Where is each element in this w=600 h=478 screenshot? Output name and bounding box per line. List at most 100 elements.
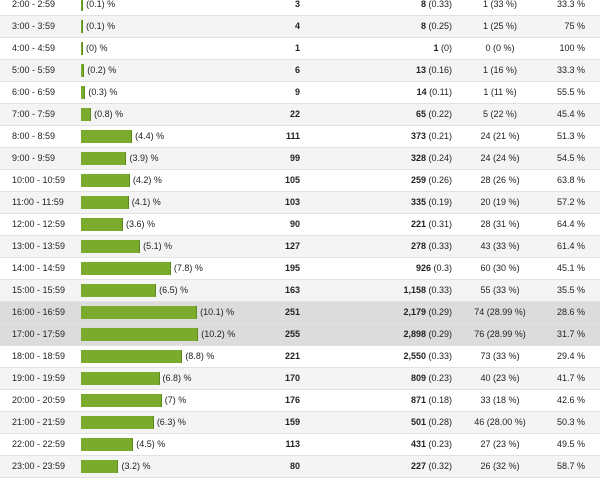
pageviews-ratio: (0.3) bbox=[430, 263, 452, 273]
share-bar bbox=[81, 42, 83, 55]
pageviews-count: 8 bbox=[420, 0, 426, 9]
share-percent: (0.1) % bbox=[86, 21, 116, 31]
share-percent: (7.8) % bbox=[173, 263, 203, 273]
share-bar bbox=[81, 196, 129, 209]
pageviews-count: 431 bbox=[410, 439, 426, 449]
table-row: 16:00 - 16:59 (10.1) % 251 2,179 (0.29) 74 (… bbox=[0, 302, 600, 324]
share-bar bbox=[81, 306, 198, 319]
pageviews-ratio: (0.25) bbox=[425, 21, 452, 31]
share-percent: (10.1) % bbox=[200, 307, 235, 317]
share-percent: (4.5) % bbox=[136, 439, 166, 449]
share-percent: (10.2) % bbox=[201, 329, 236, 339]
share-bar-cell: (8.8) % bbox=[81, 346, 291, 367]
bounces-count: 76 (28.99 %) bbox=[474, 329, 526, 339]
pageviews-cell: 809 (0.23) bbox=[411, 368, 452, 389]
share-percent: (7) % bbox=[164, 395, 187, 405]
table-row: 9:00 - 9:59 (3.9) % 99 328 (0.24) 24 (24 %) 5… bbox=[0, 148, 600, 170]
hour-range: 16:00 - 16:59 bbox=[12, 307, 66, 317]
visits-count: 1 bbox=[294, 43, 300, 53]
rate-percent: 35.5 % bbox=[556, 285, 585, 295]
pageviews-cell: 431 (0.23) bbox=[411, 434, 452, 455]
hour-range: 12:00 - 12:59 bbox=[12, 219, 66, 229]
visits-count: 99 bbox=[289, 153, 300, 163]
hour-range: 9:00 - 9:59 bbox=[12, 153, 56, 163]
hour-range: 23:00 - 23:59 bbox=[12, 461, 66, 471]
share-bar-cell: (3.6) % bbox=[81, 214, 291, 235]
share-bar-cell: (6.8) % bbox=[81, 368, 291, 389]
visits-count: 163 bbox=[284, 285, 300, 295]
pageviews-count: 221 bbox=[410, 219, 426, 229]
pageviews-count: 227 bbox=[410, 461, 426, 471]
table-row: 11:00 - 11:59 (4.1) % 103 335 (0.19) 20 (19 … bbox=[0, 192, 600, 214]
pageviews-cell: 14 (0.11) bbox=[417, 82, 452, 103]
table-row: 7:00 - 7:59 (0.8) % 22 65 (0.22) 5 (22 %) 45.… bbox=[0, 104, 600, 126]
pageviews-count: 373 bbox=[410, 131, 426, 141]
table-row: 15:00 - 15:59 (6.5) % 163 1,158 (0.33) 55 (3… bbox=[0, 280, 600, 302]
pageviews-cell: 373 (0.21) bbox=[411, 126, 452, 147]
pageviews-ratio: (0.31) bbox=[425, 219, 452, 229]
rate-percent: 45.4 % bbox=[556, 109, 585, 119]
hour-range: 6:00 - 6:59 bbox=[12, 87, 56, 97]
hour-range: 7:00 - 7:59 bbox=[12, 109, 56, 119]
pageviews-cell: 501 (0.28) bbox=[411, 412, 452, 433]
share-bar-cell: (4.5) % bbox=[81, 434, 291, 455]
share-bar bbox=[81, 438, 134, 451]
pageviews-count: 328 bbox=[410, 153, 426, 163]
rate-percent: 64.4 % bbox=[556, 219, 585, 229]
visits-count: 176 bbox=[284, 395, 300, 405]
pageviews-cell: 2,179 (0.29) bbox=[403, 302, 452, 323]
share-bar-cell: (0.2) % bbox=[81, 60, 291, 81]
share-bar bbox=[81, 108, 92, 121]
share-bar-cell: (4.1) % bbox=[81, 192, 291, 213]
hour-range: 18:00 - 18:59 bbox=[12, 351, 66, 361]
pageviews-count: 809 bbox=[410, 373, 426, 383]
rate-percent: 55.5 % bbox=[556, 87, 585, 97]
hour-range: 3:00 - 3:59 bbox=[12, 21, 56, 31]
rate-percent: 61.4 % bbox=[556, 241, 585, 251]
pageviews-ratio: (0.33) bbox=[425, 285, 452, 295]
visits-count: 113 bbox=[285, 439, 300, 449]
table-row: 6:00 - 6:59 (0.3) % 9 14 (0.11) 1 (11 %) 55.5… bbox=[0, 82, 600, 104]
pageviews-cell: 259 (0.26) bbox=[411, 170, 452, 191]
table-row: 10:00 - 10:59 (4.2) % 105 259 (0.26) 28 (26 … bbox=[0, 170, 600, 192]
hour-range: 21:00 - 21:59 bbox=[12, 417, 66, 427]
visits-count: 9 bbox=[294, 87, 300, 97]
pageviews-ratio: (0.28) bbox=[425, 417, 452, 427]
table-row: 18:00 - 18:59 (8.8) % 221 2,550 (0.33) 73 (3… bbox=[0, 346, 600, 368]
share-bar-cell: (0.1) % bbox=[81, 16, 291, 37]
hour-range: 17:00 - 17:59 bbox=[12, 329, 66, 339]
pageviews-ratio: (0.18) bbox=[425, 395, 452, 405]
pageviews-cell: 328 (0.24) bbox=[411, 148, 452, 169]
pageviews-cell: 1 (0) bbox=[433, 38, 452, 59]
pageviews-cell: 8 (0.25) bbox=[421, 16, 452, 37]
visits-count: 195 bbox=[284, 263, 300, 273]
bounces-count: 28 (31 %) bbox=[480, 219, 520, 229]
table-row: 21:00 - 21:59 (6.3) % 159 501 (0.28) 46 (28.… bbox=[0, 412, 600, 434]
pageviews-ratio: (0.26) bbox=[425, 175, 452, 185]
hour-range: 4:00 - 4:59 bbox=[12, 43, 56, 53]
table-row: 3:00 - 3:59 (0.1) % 4 8 (0.25) 1 (25 %) 75 % bbox=[0, 16, 600, 38]
pageviews-cell: 2,550 (0.33) bbox=[403, 346, 452, 367]
visits-count: 4 bbox=[294, 21, 300, 31]
pageviews-count: 1 bbox=[433, 43, 439, 53]
hour-range: 19:00 - 19:59 bbox=[12, 373, 66, 383]
rate-percent: 50.3 % bbox=[556, 417, 585, 427]
bounces-count: 27 (23 %) bbox=[480, 439, 520, 449]
pageviews-ratio: (0.16) bbox=[425, 65, 452, 75]
rate-percent: 41.7 % bbox=[556, 373, 585, 383]
share-bar-cell: (10.1) % bbox=[81, 302, 291, 323]
pageviews-ratio: (0.19) bbox=[425, 197, 452, 207]
share-bar bbox=[81, 0, 84, 11]
share-bar-cell: (3.9) % bbox=[81, 148, 291, 169]
bounces-count: 24 (24 %) bbox=[480, 153, 520, 163]
pageviews-ratio: (0.23) bbox=[425, 439, 452, 449]
pageviews-count: 335 bbox=[410, 197, 426, 207]
pageviews-cell: 926 (0.3) bbox=[416, 258, 452, 279]
pageviews-cell: 8 (0.33) bbox=[421, 0, 452, 15]
pageviews-count: 278 bbox=[410, 241, 426, 251]
pageviews-count: 13 bbox=[415, 65, 426, 75]
share-bar-cell: (6.3) % bbox=[81, 412, 291, 433]
rate-percent: 100 % bbox=[559, 43, 585, 53]
table-row: 8:00 - 8:59 (4.4) % 111 373 (0.21) 24 (21 %)… bbox=[0, 126, 600, 148]
bounces-count: 24 (21 %) bbox=[480, 131, 520, 141]
